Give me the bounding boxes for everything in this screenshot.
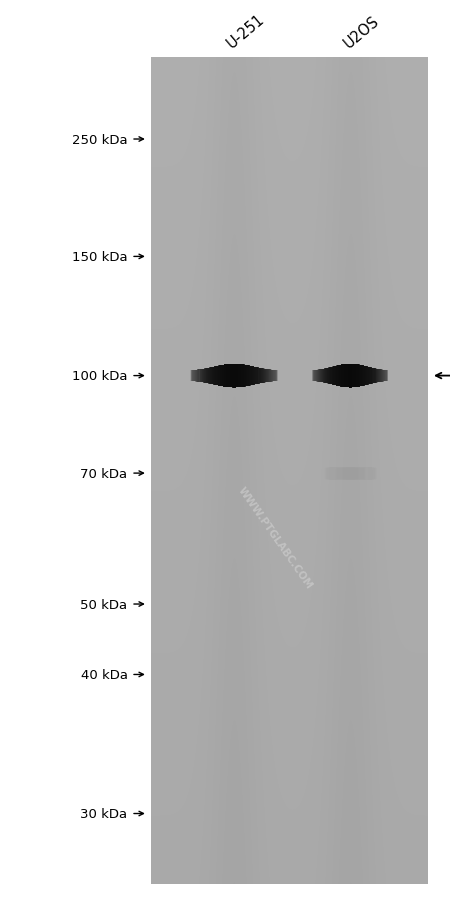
Text: 100 kDa: 100 kDa: [72, 370, 128, 382]
Text: 50 kDa: 50 kDa: [81, 598, 128, 611]
Text: U-251: U-251: [225, 12, 268, 51]
Text: WWW.PTGLABC.COM: WWW.PTGLABC.COM: [237, 484, 315, 590]
Text: 150 kDa: 150 kDa: [72, 251, 128, 263]
Text: 40 kDa: 40 kDa: [81, 668, 128, 681]
Text: 30 kDa: 30 kDa: [81, 807, 128, 820]
Text: 70 kDa: 70 kDa: [81, 467, 128, 480]
Text: U2OS: U2OS: [341, 14, 382, 51]
Text: 250 kDa: 250 kDa: [72, 133, 128, 146]
